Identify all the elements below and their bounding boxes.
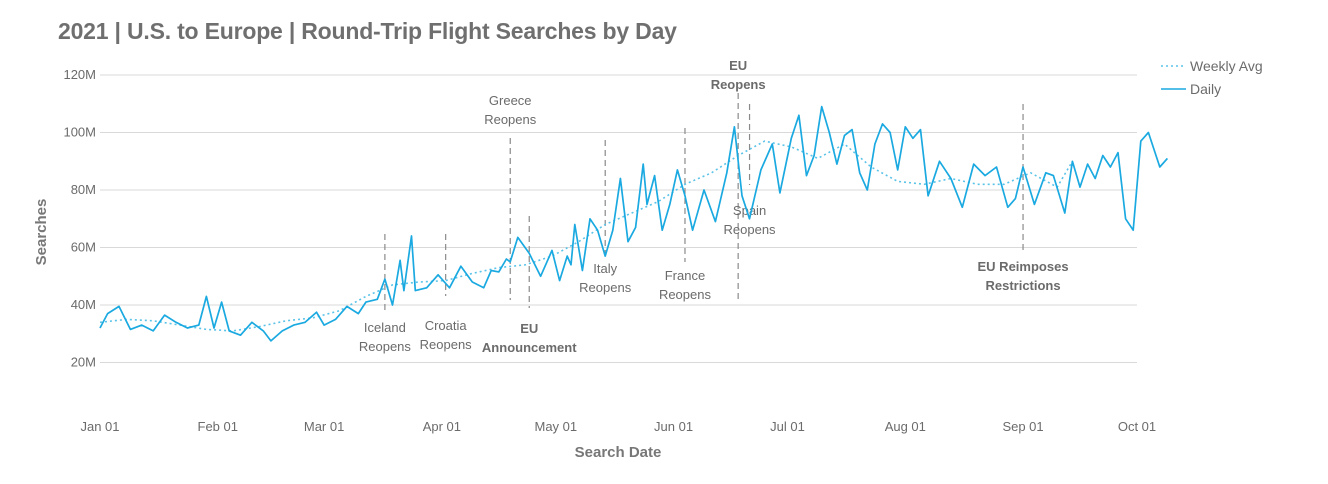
x-tick-label: Mar 01 — [304, 419, 344, 434]
y-tick-label: 60M — [71, 240, 96, 255]
event-label: Reopens — [724, 222, 777, 237]
x-tick-label: May 01 — [535, 419, 578, 434]
event-label: EU Reimposes — [978, 259, 1069, 274]
x-tick-label: Oct 01 — [1118, 419, 1156, 434]
y-tick-label: 20M — [71, 355, 96, 370]
event-label: Spain — [733, 203, 766, 218]
event-label: Reopens — [484, 112, 537, 127]
x-tick-label: Jul 01 — [770, 419, 805, 434]
event-label: Croatia — [425, 318, 468, 333]
event-label: EU — [729, 58, 747, 73]
event-layer: Iceland Reopens Croatia Reopens Greece Reopen… — [359, 58, 1069, 355]
event-label: EU — [520, 321, 538, 336]
legend: Weekly Avg Daily — [1161, 58, 1263, 97]
y-axis-title: Searches — [33, 199, 50, 266]
x-tick-label: Jan 01 — [80, 419, 119, 434]
event-label: Reopens — [359, 339, 412, 354]
x-tick-label: Sep 01 — [1002, 419, 1043, 434]
chart-title: 2021 | U.S. to Europe | Round-Trip Fligh… — [58, 18, 677, 44]
y-tick-label: 40M — [71, 297, 96, 312]
y-tick-label: 120M — [63, 67, 96, 82]
y-tick-label: 100M — [63, 125, 96, 140]
event-label: Greece — [489, 93, 532, 108]
event-label: Reopens — [659, 287, 712, 302]
x-tick-label: Feb 01 — [198, 419, 238, 434]
x-axis-title: Search Date — [575, 444, 662, 461]
series-layer — [99, 105, 1169, 342]
legend-label: Daily — [1190, 81, 1221, 97]
event-label: Iceland — [364, 320, 406, 335]
series-line-daily — [99, 105, 1169, 342]
axis-layer: Searches Search Date 20M 40M 60M 80M 100M 120… — [33, 67, 1156, 461]
event-label: Reopens — [711, 77, 766, 92]
x-tick-label: Apr 01 — [423, 419, 461, 434]
event-label: Italy — [593, 261, 617, 276]
legend-label: Weekly Avg — [1190, 58, 1263, 74]
event-label: Reopens — [420, 337, 473, 352]
event-label: Reopens — [579, 280, 632, 295]
event-label: France — [665, 268, 705, 283]
event-label: Announcement — [482, 340, 577, 355]
x-tick-label: Jun 01 — [654, 419, 693, 434]
x-tick-label: Aug 01 — [885, 419, 926, 434]
event-label: Restrictions — [985, 278, 1060, 293]
y-tick-label: 80M — [71, 182, 96, 197]
series-line-weekly-avg — [99, 140, 1074, 332]
